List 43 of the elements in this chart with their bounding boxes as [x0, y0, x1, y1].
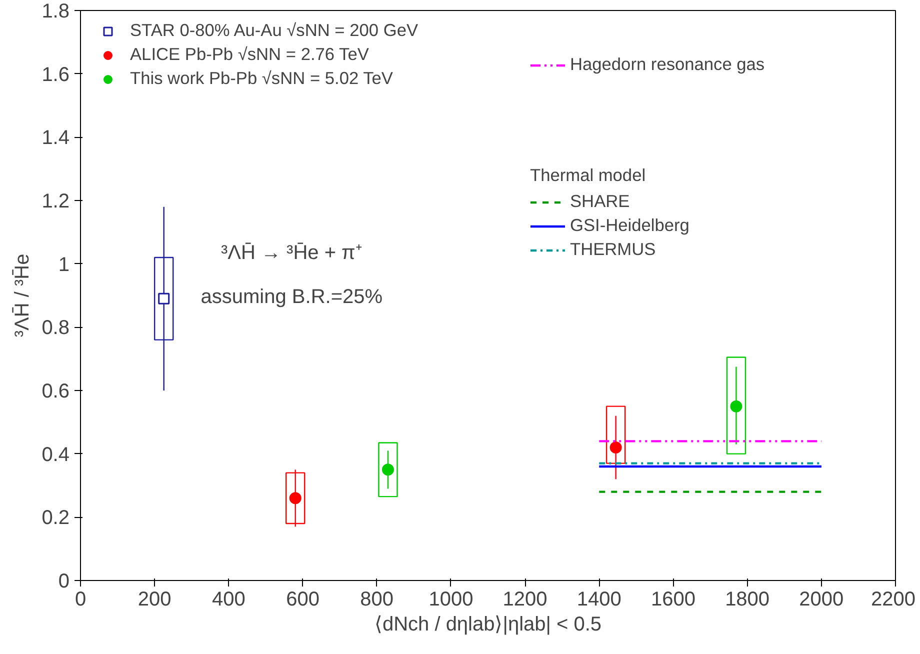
x-tick-label: 800: [360, 588, 394, 610]
x-tick-label: 1400: [576, 588, 622, 610]
y-tick-label: 1.6: [42, 64, 70, 86]
point: [382, 464, 394, 476]
bar: [286, 472, 306, 524]
x-tick-label: 1200: [502, 588, 548, 610]
y-tick-label: 1.4: [42, 127, 70, 150]
x-tick-label: 600: [286, 588, 320, 610]
annotation: assuming B.R.=25%: [200, 286, 383, 308]
bar: [378, 442, 398, 498]
legend-label: ALICE Pb-Pb √sNN = 2.76 TeV: [130, 44, 369, 65]
y-tick-label: 0.8: [42, 317, 70, 340]
x-tick-label: 200: [138, 588, 172, 610]
legend-title: Thermal model: [530, 165, 647, 186]
bar: [726, 356, 746, 454]
y-tick-label: 0.6: [42, 380, 70, 402]
x-tick-label: 2200: [871, 588, 916, 610]
y-tick-label: 0.4: [42, 444, 70, 466]
legend-label: THERMUS: [570, 239, 656, 260]
point: [610, 442, 622, 454]
point: [158, 292, 170, 304]
legend-label: GSI-Heidelberg: [570, 215, 690, 236]
x-axis-title: ⟨dNch / dηlab⟩|ηlab| < 0.5: [374, 614, 602, 636]
legend-label: SHARE: [570, 191, 630, 212]
x-tick-label: 0: [74, 588, 86, 610]
y-tick-label: 1.2: [42, 190, 70, 212]
legend-label: STAR 0-80% Au-Au √sNN = 200 GeV: [130, 20, 418, 41]
y-tick-label: 1.8: [42, 0, 70, 22]
point: [289, 492, 302, 504]
y-tick-label: 0: [58, 570, 70, 592]
x-tick-label: 1000: [428, 588, 474, 610]
x-tick-label: 400: [212, 588, 246, 610]
point: [730, 400, 742, 412]
x-tick-label: 2000: [799, 588, 844, 610]
y-tick-label: 1: [58, 254, 70, 276]
legend-label: This work Pb-Pb √sNN = 5.02 TeV: [130, 68, 393, 89]
x-tick-label: 1600: [650, 588, 696, 610]
x-tick-label: 1800: [725, 588, 770, 610]
annotation: ³ΛH̄ → ³H̄e + π⁺: [220, 242, 362, 264]
legend-label: Hagedorn resonance gas: [570, 54, 765, 75]
y-axis-title: ³ΛH̄ / ³H̄e: [12, 254, 34, 338]
y-tick-label: 0.2: [42, 507, 70, 530]
bar: [606, 406, 626, 464]
